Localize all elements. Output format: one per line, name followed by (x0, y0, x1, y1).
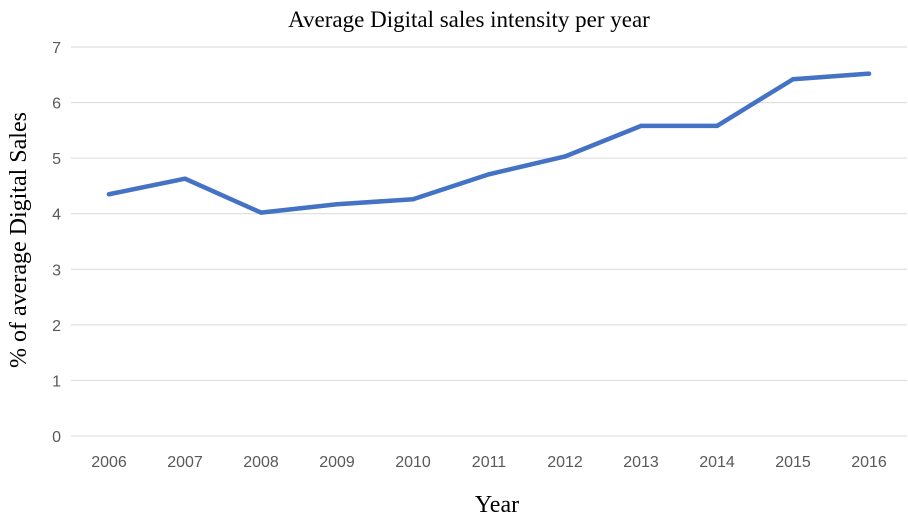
series-line (109, 74, 869, 213)
y-tick-label: 5 (52, 151, 61, 168)
x-tick-label: 2014 (699, 454, 735, 471)
y-tick-label: 1 (52, 373, 61, 390)
series-lines (107, 71, 871, 214)
x-tick-label: 2015 (775, 454, 811, 471)
x-tick-label: 2012 (547, 454, 583, 471)
x-tick-label: 2011 (472, 454, 507, 471)
x-tick-label: 2008 (243, 454, 279, 471)
data-point (107, 192, 111, 196)
x-axis-title: Year (475, 492, 519, 518)
data-point (487, 172, 491, 176)
data-point (183, 177, 187, 181)
x-tick-label: 2016 (851, 454, 887, 471)
x-tick-label: 2010 (395, 454, 431, 471)
y-tick-labels: 0 1 2 3 4 5 6 7 (52, 40, 61, 446)
gridlines (71, 47, 907, 436)
x-tick-label: 2007 (167, 454, 203, 471)
data-point (563, 154, 567, 158)
y-tick-label: 3 (52, 262, 61, 279)
data-point (639, 124, 643, 128)
x-tick-label: 2006 (91, 454, 127, 471)
x-tick-label: 2013 (623, 454, 659, 471)
x-tick-label: 2009 (319, 454, 355, 471)
y-tick-label: 4 (52, 207, 61, 224)
data-point (867, 71, 871, 75)
y-tick-label: 6 (52, 96, 61, 113)
y-axis-title: % of average Digital Sales (6, 112, 32, 368)
y-tick-label: 7 (52, 40, 61, 57)
chart-title: Average Digital sales intensity per year (288, 7, 650, 32)
y-tick-label: 2 (52, 318, 61, 335)
data-point (411, 197, 415, 201)
y-tick-label: 0 (52, 429, 61, 446)
data-point (791, 77, 795, 81)
data-point (335, 202, 339, 206)
data-point (259, 210, 263, 214)
data-point (715, 124, 719, 128)
x-tick-labels: 2006 2007 2008 2009 2010 2011 2012 2013 2014 2015… (91, 454, 887, 471)
